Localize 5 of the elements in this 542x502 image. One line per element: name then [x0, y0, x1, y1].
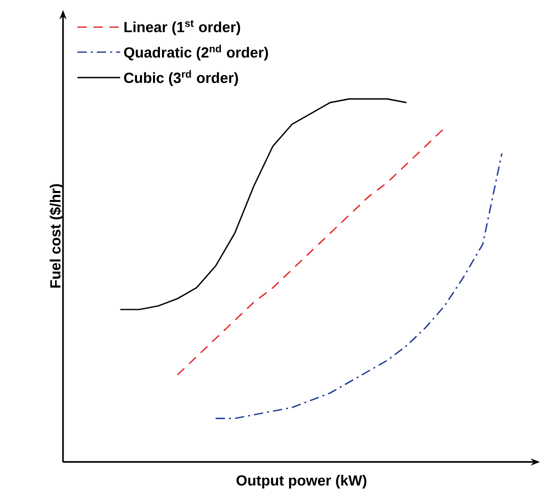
legend-label: Quadratic (2$^{nd}$ order) [124, 44, 268, 61]
x-axis-title: Output power (kW) [236, 474, 366, 489]
legend-label: Linear (1$^{st}$ order) [124, 20, 240, 36]
y-axis-title: Fuel cost ($/hr) [50, 184, 64, 288]
legend-label: Cubic (3$^{rd}$ order) [124, 70, 238, 86]
